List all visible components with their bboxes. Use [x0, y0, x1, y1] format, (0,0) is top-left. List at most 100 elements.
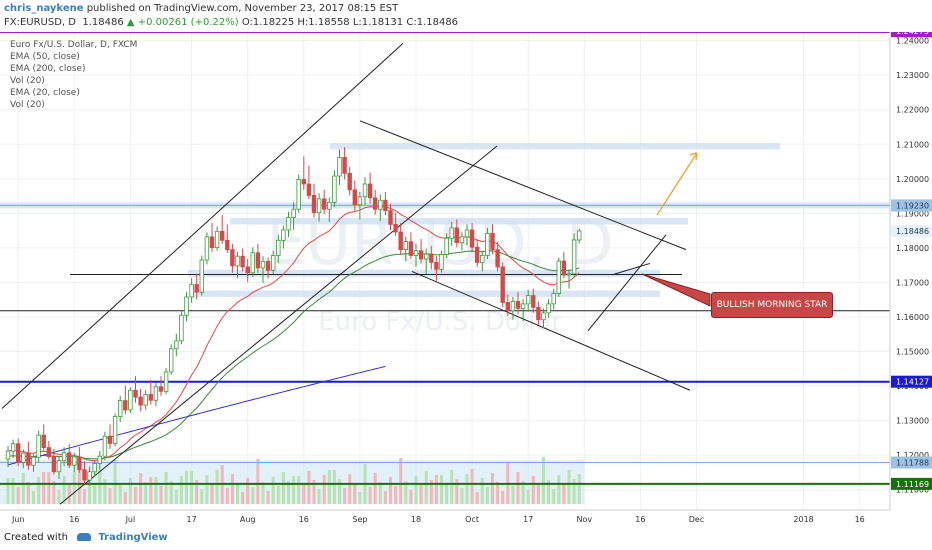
legend-item-ema20[interactable]: EMA (20, close) — [10, 88, 80, 98]
price-axis: 1.24000 1.23000 1.22000 1.21000 1.20000 1.190… — [889, 32, 932, 510]
candle-body — [199, 259, 204, 293]
candle-body — [148, 393, 153, 401]
volume-bar — [52, 481, 56, 504]
candle-body — [541, 312, 546, 321]
volume-bar — [26, 482, 30, 504]
candle-body — [107, 435, 113, 444]
candle-body — [342, 157, 347, 174]
created-with-label: Created with — [4, 532, 68, 543]
volume-bar — [567, 470, 571, 504]
volume-bar — [465, 474, 469, 504]
candle-body — [245, 266, 250, 274]
candle-body — [505, 302, 510, 312]
candle-body — [418, 250, 424, 260]
volume-bars — [0, 457, 585, 504]
volume-bar — [103, 479, 107, 504]
candle-body — [510, 301, 516, 312]
tradingview-brand-link[interactable]: TradingView — [98, 532, 168, 543]
candle-body — [546, 303, 551, 314]
candle-body — [429, 253, 434, 263]
ohlc-close: C:1.18486 — [406, 17, 459, 28]
candle-body — [214, 230, 220, 248]
candle-body — [179, 314, 184, 342]
volume-bar — [501, 491, 505, 504]
volume-bar — [72, 471, 76, 504]
candle-body — [225, 239, 230, 251]
symbol-label[interactable]: FX:EURUSD, D — [4, 17, 76, 28]
volume-bar — [399, 458, 403, 504]
price-tick-label: 1.15000 — [896, 348, 929, 357]
ohlc-high: H:1.18558 — [297, 17, 350, 28]
candle-body — [469, 229, 475, 248]
volume-bar — [21, 473, 25, 504]
time-tick-label: 17 — [187, 515, 197, 524]
author-link[interactable]: chris_naykene — [4, 3, 84, 14]
price-tick-label: 1.24000 — [896, 37, 929, 46]
candle-body — [347, 172, 352, 191]
volume-bar — [215, 470, 219, 504]
time-tick-label: Sep — [352, 515, 367, 524]
candle-body — [123, 400, 128, 411]
candle-body — [230, 249, 235, 267]
legend-title[interactable]: Euro Fx/U.S. Dollar, D, FXCM — [10, 40, 138, 50]
price-marker-box — [891, 199, 932, 212]
volume-bar — [450, 470, 454, 504]
volume-bar — [542, 457, 545, 504]
volume-bar — [338, 479, 341, 504]
price-change: ▲ +0.00261 (+0.22%) — [126, 17, 239, 28]
candle-body — [357, 196, 363, 206]
callout-pointer — [641, 273, 711, 307]
volume-bar — [246, 478, 250, 504]
candle-body — [21, 452, 26, 463]
time-tick-label: Oct — [465, 515, 479, 524]
time-tick-label: Dec — [689, 515, 704, 524]
volume-bar — [281, 472, 285, 504]
candle-body — [296, 179, 301, 210]
legend-item-ema50[interactable]: EMA (50, close) — [10, 52, 80, 62]
price-marker-label: 1.24275 — [896, 32, 929, 36]
volume-bar — [511, 486, 515, 504]
price-zone — [188, 269, 660, 277]
candle-body — [240, 255, 245, 268]
candle-body — [87, 471, 92, 481]
ema-50-line — [7, 250, 580, 460]
candle-body — [158, 386, 164, 392]
price-marker-label: 1.11169 — [896, 480, 929, 489]
volume-bar — [343, 488, 347, 504]
price-marker-box — [891, 225, 932, 238]
volume-bar — [57, 490, 61, 504]
candle-body — [316, 198, 322, 214]
volume-bar — [190, 471, 194, 504]
candle-body — [490, 232, 495, 251]
volume-bar — [434, 475, 438, 504]
volume-bar — [251, 487, 255, 504]
price-tick-label: 1.22000 — [896, 106, 929, 115]
publish-line: chris_naykene published on TradingView.c… — [4, 3, 398, 14]
candle-body — [515, 301, 521, 309]
candle-body — [77, 456, 82, 471]
candle-body — [566, 273, 572, 276]
volume-bar — [424, 471, 428, 504]
candle-body — [485, 232, 490, 256]
trend-line — [1, 43, 404, 409]
volume-bar — [266, 491, 270, 504]
candle-body — [332, 175, 337, 203]
volume-bar — [276, 486, 280, 504]
candle-body — [286, 217, 291, 231]
candle-body — [138, 396, 143, 406]
price-zone — [192, 290, 660, 297]
indicator-legend: Euro Fx/U.S. Dollar, D, FXCM EMA (50, cl… — [10, 39, 137, 111]
price-tick-label: 1.11000 — [896, 486, 929, 495]
volume-bar — [230, 474, 234, 504]
time-axis: Jun 16 Jul 17 Aug 16 Sep 18 Oct 17 Nov 16 Dec 2018 16 — [0, 509, 890, 524]
legend-item-ema200[interactable]: EMA (200, close) — [10, 64, 86, 74]
candle-body — [204, 236, 210, 261]
volume-bar — [353, 483, 357, 504]
volume-bar — [297, 476, 301, 504]
volume-bar — [159, 486, 163, 504]
legend-item-vol2[interactable]: Vol (20) — [10, 100, 45, 110]
legend-item-vol[interactable]: Vol (20) — [10, 76, 45, 86]
volume-bar — [317, 489, 321, 504]
bullish-morning-star-callout[interactable]: BULLISH MORNING STAR — [711, 292, 833, 318]
